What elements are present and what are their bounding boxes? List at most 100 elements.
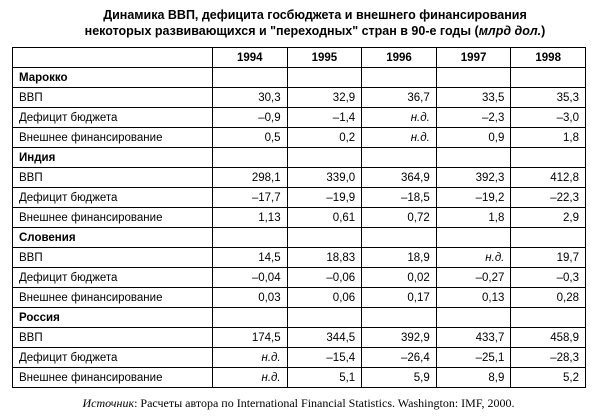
value-cell: 0,61 xyxy=(286,207,363,228)
value-cell: 33,5 xyxy=(435,87,512,108)
header-blank-cell xyxy=(12,47,213,68)
value-cell: 364,9 xyxy=(361,167,437,188)
value-cell: 344,5 xyxy=(286,327,363,348)
indicator-label: Дефицит бюджета xyxy=(12,107,213,128)
table-row: Внешнее финансирование 0,5 0,2 н.д. 0,9 1,8 xyxy=(12,127,586,148)
value-cell: –0,3 xyxy=(510,267,586,288)
value-cell: 19,7 xyxy=(510,247,586,268)
value-cell: 1,8 xyxy=(435,207,512,228)
indicator-label: Внешнее финансирование xyxy=(12,207,213,228)
table-row: ВВП 14,5 18,83 18,9 н.д. 19,7 xyxy=(12,247,586,268)
year-header: 1997 xyxy=(435,47,512,68)
value-cell: 392,9 xyxy=(361,327,437,348)
country-row: Словения xyxy=(12,227,586,248)
value-cell: 0,13 xyxy=(435,287,512,308)
empty-cell xyxy=(361,67,437,88)
value-cell: 32,9 xyxy=(286,87,363,108)
empty-cell xyxy=(212,307,288,328)
value-cell: 5,2 xyxy=(510,367,586,388)
indicator-label: Дефицит бюджета xyxy=(12,267,213,288)
value-cell: 2,9 xyxy=(510,207,586,228)
country-name: Марокко xyxy=(12,67,213,88)
value-cell: –1,4 xyxy=(286,107,363,128)
empty-cell xyxy=(510,227,586,248)
empty-cell xyxy=(361,307,437,328)
value-cell: н.д. xyxy=(435,247,512,268)
value-cell: 35,3 xyxy=(510,87,586,108)
empty-cell xyxy=(361,227,437,248)
table-row: Дефицит бюджета –0,9 –1,4 н.д. –2,3 –3,0 xyxy=(12,107,586,128)
value-cell: –19,2 xyxy=(435,187,512,208)
empty-cell xyxy=(435,307,512,328)
value-cell: –3,0 xyxy=(510,107,586,128)
source-note: Источник: Расчеты автора по Internationa… xyxy=(0,396,597,411)
table-row: ВВП 298,1 339,0 364,9 392,3 412,8 xyxy=(12,167,586,188)
empty-cell xyxy=(361,147,437,168)
value-cell: 458,9 xyxy=(510,327,586,348)
empty-cell xyxy=(510,67,586,88)
table-row: Дефицит бюджета н.д. –15,4 –26,4 –25,1 –28,3 xyxy=(12,347,586,368)
title-line-1: Динамика ВВП, дефицита госбюджета и внеш… xyxy=(103,8,527,22)
value-cell: –19,9 xyxy=(286,187,363,208)
value-cell: 30,3 xyxy=(212,87,288,108)
value-cell: 392,3 xyxy=(435,167,512,188)
value-cell: н.д. xyxy=(212,347,288,368)
value-cell: 0,9 xyxy=(435,127,512,148)
value-cell: 0,17 xyxy=(361,287,437,308)
value-cell: 0,2 xyxy=(286,127,363,148)
source-text: : Расчеты автора по International Financ… xyxy=(134,396,515,410)
value-cell: 0,02 xyxy=(361,267,437,288)
value-cell: 36,7 xyxy=(361,87,437,108)
value-cell: 1,13 xyxy=(212,207,288,228)
value-cell: –2,3 xyxy=(435,107,512,128)
value-cell: 433,7 xyxy=(435,327,512,348)
country-row: Марокко xyxy=(12,67,586,88)
country-name: Индия xyxy=(12,147,213,168)
year-header: 1996 xyxy=(361,47,437,68)
empty-cell xyxy=(510,147,586,168)
value-cell: –26,4 xyxy=(361,347,437,368)
table-body: Марокко ВВП 30,3 32,9 36,7 33,5 35,3 Дефицит бю… xyxy=(12,67,586,388)
year-header: 1994 xyxy=(212,47,288,68)
value-cell: 14,5 xyxy=(212,247,288,268)
value-cell: –18,5 xyxy=(361,187,437,208)
value-cell: –0,9 xyxy=(212,107,288,128)
year-header: 1995 xyxy=(286,47,363,68)
empty-cell xyxy=(510,307,586,328)
header-row: 1994 1995 1996 1997 1998 xyxy=(12,47,586,68)
country-row: Индия xyxy=(12,147,586,168)
value-cell: –15,4 xyxy=(286,347,363,368)
value-cell: н.д. xyxy=(361,107,437,128)
value-cell: –0,06 xyxy=(286,267,363,288)
empty-cell xyxy=(212,227,288,248)
value-cell: 0,06 xyxy=(286,287,363,308)
value-cell: 8,9 xyxy=(435,367,512,388)
indicator-label: Дефицит бюджета xyxy=(12,187,213,208)
table-row: Дефицит бюджета –0,04 –0,06 0,02 –0,27 –0,3 xyxy=(12,267,586,288)
value-cell: 298,1 xyxy=(212,167,288,188)
indicator-label: Внешнее финансирование xyxy=(12,367,213,388)
value-cell: –0,04 xyxy=(212,267,288,288)
value-cell: –17,7 xyxy=(212,187,288,208)
table-row: Внешнее финансирование 1,13 0,61 0,72 1,8 2,9 xyxy=(12,207,586,228)
indicator-label: Внешнее финансирование xyxy=(12,127,213,148)
value-cell: 0,5 xyxy=(212,127,288,148)
empty-cell xyxy=(435,147,512,168)
table-row: Внешнее финансирование 0,03 0,06 0,17 0,13 0,… xyxy=(12,287,586,308)
value-cell: –0,27 xyxy=(435,267,512,288)
empty-cell xyxy=(212,67,288,88)
country-row: Россия xyxy=(12,307,586,328)
value-cell: –22,3 xyxy=(510,187,586,208)
value-cell: 18,9 xyxy=(361,247,437,268)
country-name: Россия xyxy=(12,307,213,328)
value-cell: 5,9 xyxy=(361,367,437,388)
value-cell: 174,5 xyxy=(212,327,288,348)
empty-cell xyxy=(286,227,363,248)
table-title: Динамика ВВП, дефицита госбюджета и внеш… xyxy=(60,7,570,39)
indicator-label: Внешнее финансирование xyxy=(12,287,213,308)
empty-cell xyxy=(286,307,363,328)
value-cell: –28,3 xyxy=(510,347,586,368)
country-name: Словения xyxy=(12,227,213,248)
empty-cell xyxy=(212,147,288,168)
empty-cell xyxy=(286,147,363,168)
